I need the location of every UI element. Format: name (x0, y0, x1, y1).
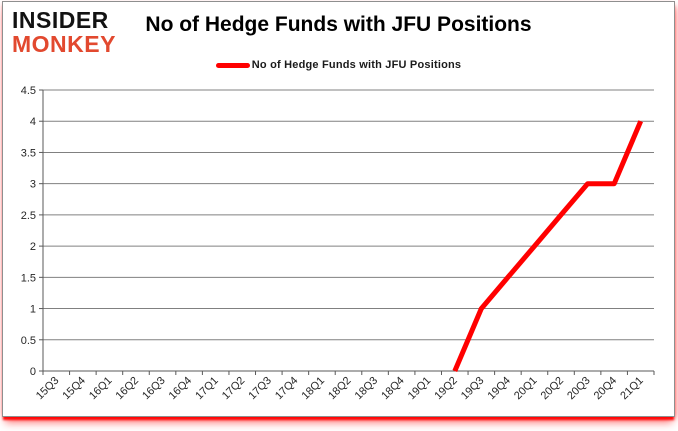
svg-text:3.5: 3.5 (21, 147, 36, 159)
svg-text:19Q1: 19Q1 (406, 375, 434, 403)
logo-monkey-text: MONKEY (12, 31, 116, 57)
svg-text:15Q4: 15Q4 (60, 375, 88, 403)
svg-text:20Q2: 20Q2 (539, 375, 567, 403)
svg-text:18Q3: 18Q3 (353, 375, 381, 403)
chart-title: No of Hedge Funds with JFU Positions (145, 13, 532, 36)
svg-text:2: 2 (30, 241, 36, 253)
svg-text:18Q1: 18Q1 (300, 375, 328, 403)
svg-text:20Q3: 20Q3 (565, 375, 593, 403)
svg-text:0: 0 (30, 366, 36, 378)
svg-text:3: 3 (30, 179, 36, 191)
svg-text:17Q2: 17Q2 (220, 375, 248, 403)
svg-text:1: 1 (30, 304, 36, 316)
svg-text:18Q2: 18Q2 (326, 375, 354, 403)
insider-monkey-logo: INSIDER MONKEY (12, 8, 116, 56)
y-axis-ticks (39, 89, 43, 372)
svg-text:20Q1: 20Q1 (512, 375, 540, 403)
svg-text:0.5: 0.5 (21, 335, 36, 347)
svg-text:1.5: 1.5 (21, 272, 36, 284)
svg-text:4.5: 4.5 (21, 85, 36, 97)
svg-text:20Q4: 20Q4 (592, 375, 620, 403)
svg-text:16Q2: 16Q2 (114, 375, 142, 403)
svg-text:18Q4: 18Q4 (379, 375, 407, 403)
svg-text:16Q3: 16Q3 (140, 375, 168, 403)
line-chart-plot: 0 0.5 1 1.5 2 2.5 3 3.5 4 4.5 15Q3 15Q4 16Q1 16Q2 16Q3… (21, 85, 655, 403)
axes (42, 90, 654, 372)
legend-line-icon (215, 62, 250, 68)
gridlines (43, 89, 654, 341)
chart-frame: INSIDER MONKEY No of Hedge Funds with JF… (2, 1, 675, 417)
y-axis-labels: 0 0.5 1 1.5 2 2.5 3 3.5 4 4.5 (21, 85, 36, 378)
svg-text:19Q2: 19Q2 (432, 375, 460, 403)
svg-text:19Q3: 19Q3 (459, 375, 487, 403)
svg-text:16Q1: 16Q1 (87, 375, 115, 403)
svg-text:4: 4 (30, 116, 36, 128)
svg-text:19Q4: 19Q4 (485, 375, 513, 403)
data-series-line (452, 120, 644, 372)
x-axis-labels: 15Q3 15Q4 16Q1 16Q2 16Q3 16Q4 17Q1 17Q2 17Q3 17Q4… (34, 375, 646, 403)
svg-text:17Q4: 17Q4 (273, 375, 301, 403)
x-axis-ticks (42, 371, 655, 375)
svg-text:21Q1: 21Q1 (618, 375, 646, 403)
logo-insider-text: INSIDER (12, 7, 109, 33)
chart-legend: No of Hedge Funds with JFU Positions (3, 59, 674, 71)
svg-text:2.5: 2.5 (21, 210, 36, 222)
svg-text:17Q3: 17Q3 (246, 375, 274, 403)
svg-text:15Q3: 15Q3 (34, 375, 62, 403)
svg-text:16Q4: 16Q4 (167, 375, 195, 403)
legend-label: No of Hedge Funds with JFU Positions (251, 59, 462, 71)
svg-text:17Q1: 17Q1 (193, 375, 221, 403)
